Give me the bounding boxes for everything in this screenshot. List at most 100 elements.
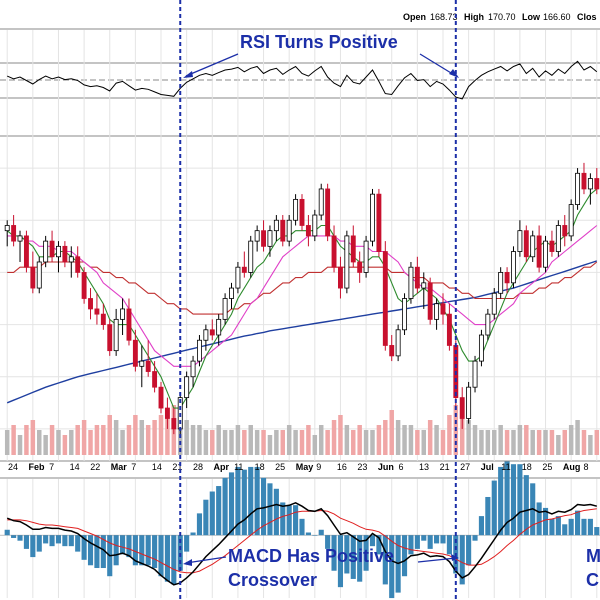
macd-histogram-bar [293, 505, 299, 536]
macd-histogram-bar [344, 535, 350, 574]
ma-mid-line [7, 225, 598, 367]
candle-body [299, 198, 305, 226]
x-tick-label: 13 [419, 462, 429, 472]
macd-histogram-bar [337, 535, 344, 588]
macd-histogram-bar [498, 466, 504, 536]
x-tick-label: May [296, 462, 314, 472]
volume-bar [94, 425, 100, 455]
candle-body [555, 225, 561, 252]
candle-body [120, 308, 126, 320]
x-tick-label: Feb [29, 462, 46, 472]
volume-bar [370, 430, 375, 455]
close-label: Clos [577, 12, 597, 22]
x-tick-label: 7 [49, 462, 54, 472]
volume-bar [203, 430, 209, 455]
macd-histogram-bar [305, 532, 311, 536]
rsi-line [7, 60, 598, 100]
volume-bar [363, 430, 369, 455]
volume-bar [485, 430, 491, 455]
candle-body [254, 230, 260, 242]
candle-body [421, 282, 427, 289]
candle-body [171, 418, 177, 430]
candle-body [293, 198, 299, 221]
candle-body [56, 245, 61, 258]
volume-bar [581, 430, 587, 455]
macd-histogram-bar [254, 466, 260, 536]
candle-body [466, 386, 472, 419]
candle-body [23, 235, 29, 268]
volume-bar [524, 425, 529, 455]
candle-body [261, 230, 266, 247]
macd-histogram-bar [260, 477, 267, 536]
volume-bar [383, 420, 388, 455]
x-tick-label: 8 [583, 462, 588, 472]
volume-bar [331, 420, 337, 455]
volume-bar [511, 430, 516, 455]
candle-body [222, 298, 228, 320]
x-tick-label: 27 [460, 462, 470, 472]
macd-arrow-right [417, 557, 457, 563]
volume-bar [549, 430, 555, 455]
candle-body [164, 407, 170, 419]
volume-bar [267, 435, 273, 455]
volume-bar [229, 430, 234, 455]
macd-panel [0, 461, 600, 599]
volume-bar [395, 420, 401, 455]
volume-bar [344, 425, 350, 455]
candle-body [331, 235, 337, 268]
macd-histogram-bar [4, 529, 10, 536]
macd-histogram-bar [49, 535, 55, 547]
macd-annotation-line2: Crossover [228, 570, 317, 590]
candle-body [350, 235, 356, 263]
candle-body [17, 235, 23, 242]
x-tick-label: Jul [481, 462, 494, 472]
volume-bar [588, 435, 593, 455]
volume-bar [216, 425, 221, 455]
volume-bar [306, 425, 311, 455]
candlesticks [4, 162, 600, 435]
volume-bar [504, 430, 510, 455]
candle-body [305, 225, 311, 237]
candle-body [216, 318, 222, 336]
macd-histogram-bar [241, 469, 247, 536]
volume-bar [101, 425, 106, 455]
rsi-arrow-left [185, 53, 239, 77]
volume-bar [107, 415, 112, 455]
volume-bar [133, 415, 138, 455]
volume-bar [312, 435, 318, 455]
candle-body [126, 308, 132, 341]
candle-body [235, 266, 241, 289]
candle-body [543, 240, 548, 268]
volume-bar [145, 425, 151, 455]
macd-histogram-bar [421, 535, 427, 541]
candle-body [472, 360, 478, 388]
open-value: 168.73 [430, 12, 458, 22]
macd-histogram-bar [312, 535, 318, 536]
macd-histogram-bar [549, 518, 555, 536]
candle-body [357, 261, 363, 273]
macd-histogram-bar [587, 518, 593, 536]
x-tick-label: 14 [70, 462, 80, 472]
candle-body [139, 360, 145, 367]
x-tick-label: 23 [357, 462, 367, 472]
candle-body [395, 329, 401, 357]
candle-body [446, 313, 452, 346]
volume-bar [389, 410, 394, 455]
volume-bar [75, 425, 80, 455]
volume-bar [274, 430, 279, 455]
volume-bar [11, 425, 16, 455]
macd-histogram-bar [491, 480, 497, 536]
candle-body [197, 339, 202, 362]
volume-bar [530, 430, 535, 455]
candle-body [414, 266, 420, 289]
macd-histogram-bar [75, 535, 81, 552]
x-tick-label: 25 [275, 462, 285, 472]
volume-bar [556, 435, 561, 455]
volume-bar [17, 435, 23, 455]
macd-histogram-bar [542, 507, 549, 536]
volume-bar [261, 430, 266, 455]
volume-bar [299, 430, 305, 455]
macd-histogram-bar [81, 535, 87, 560]
volume-bar [120, 430, 125, 455]
